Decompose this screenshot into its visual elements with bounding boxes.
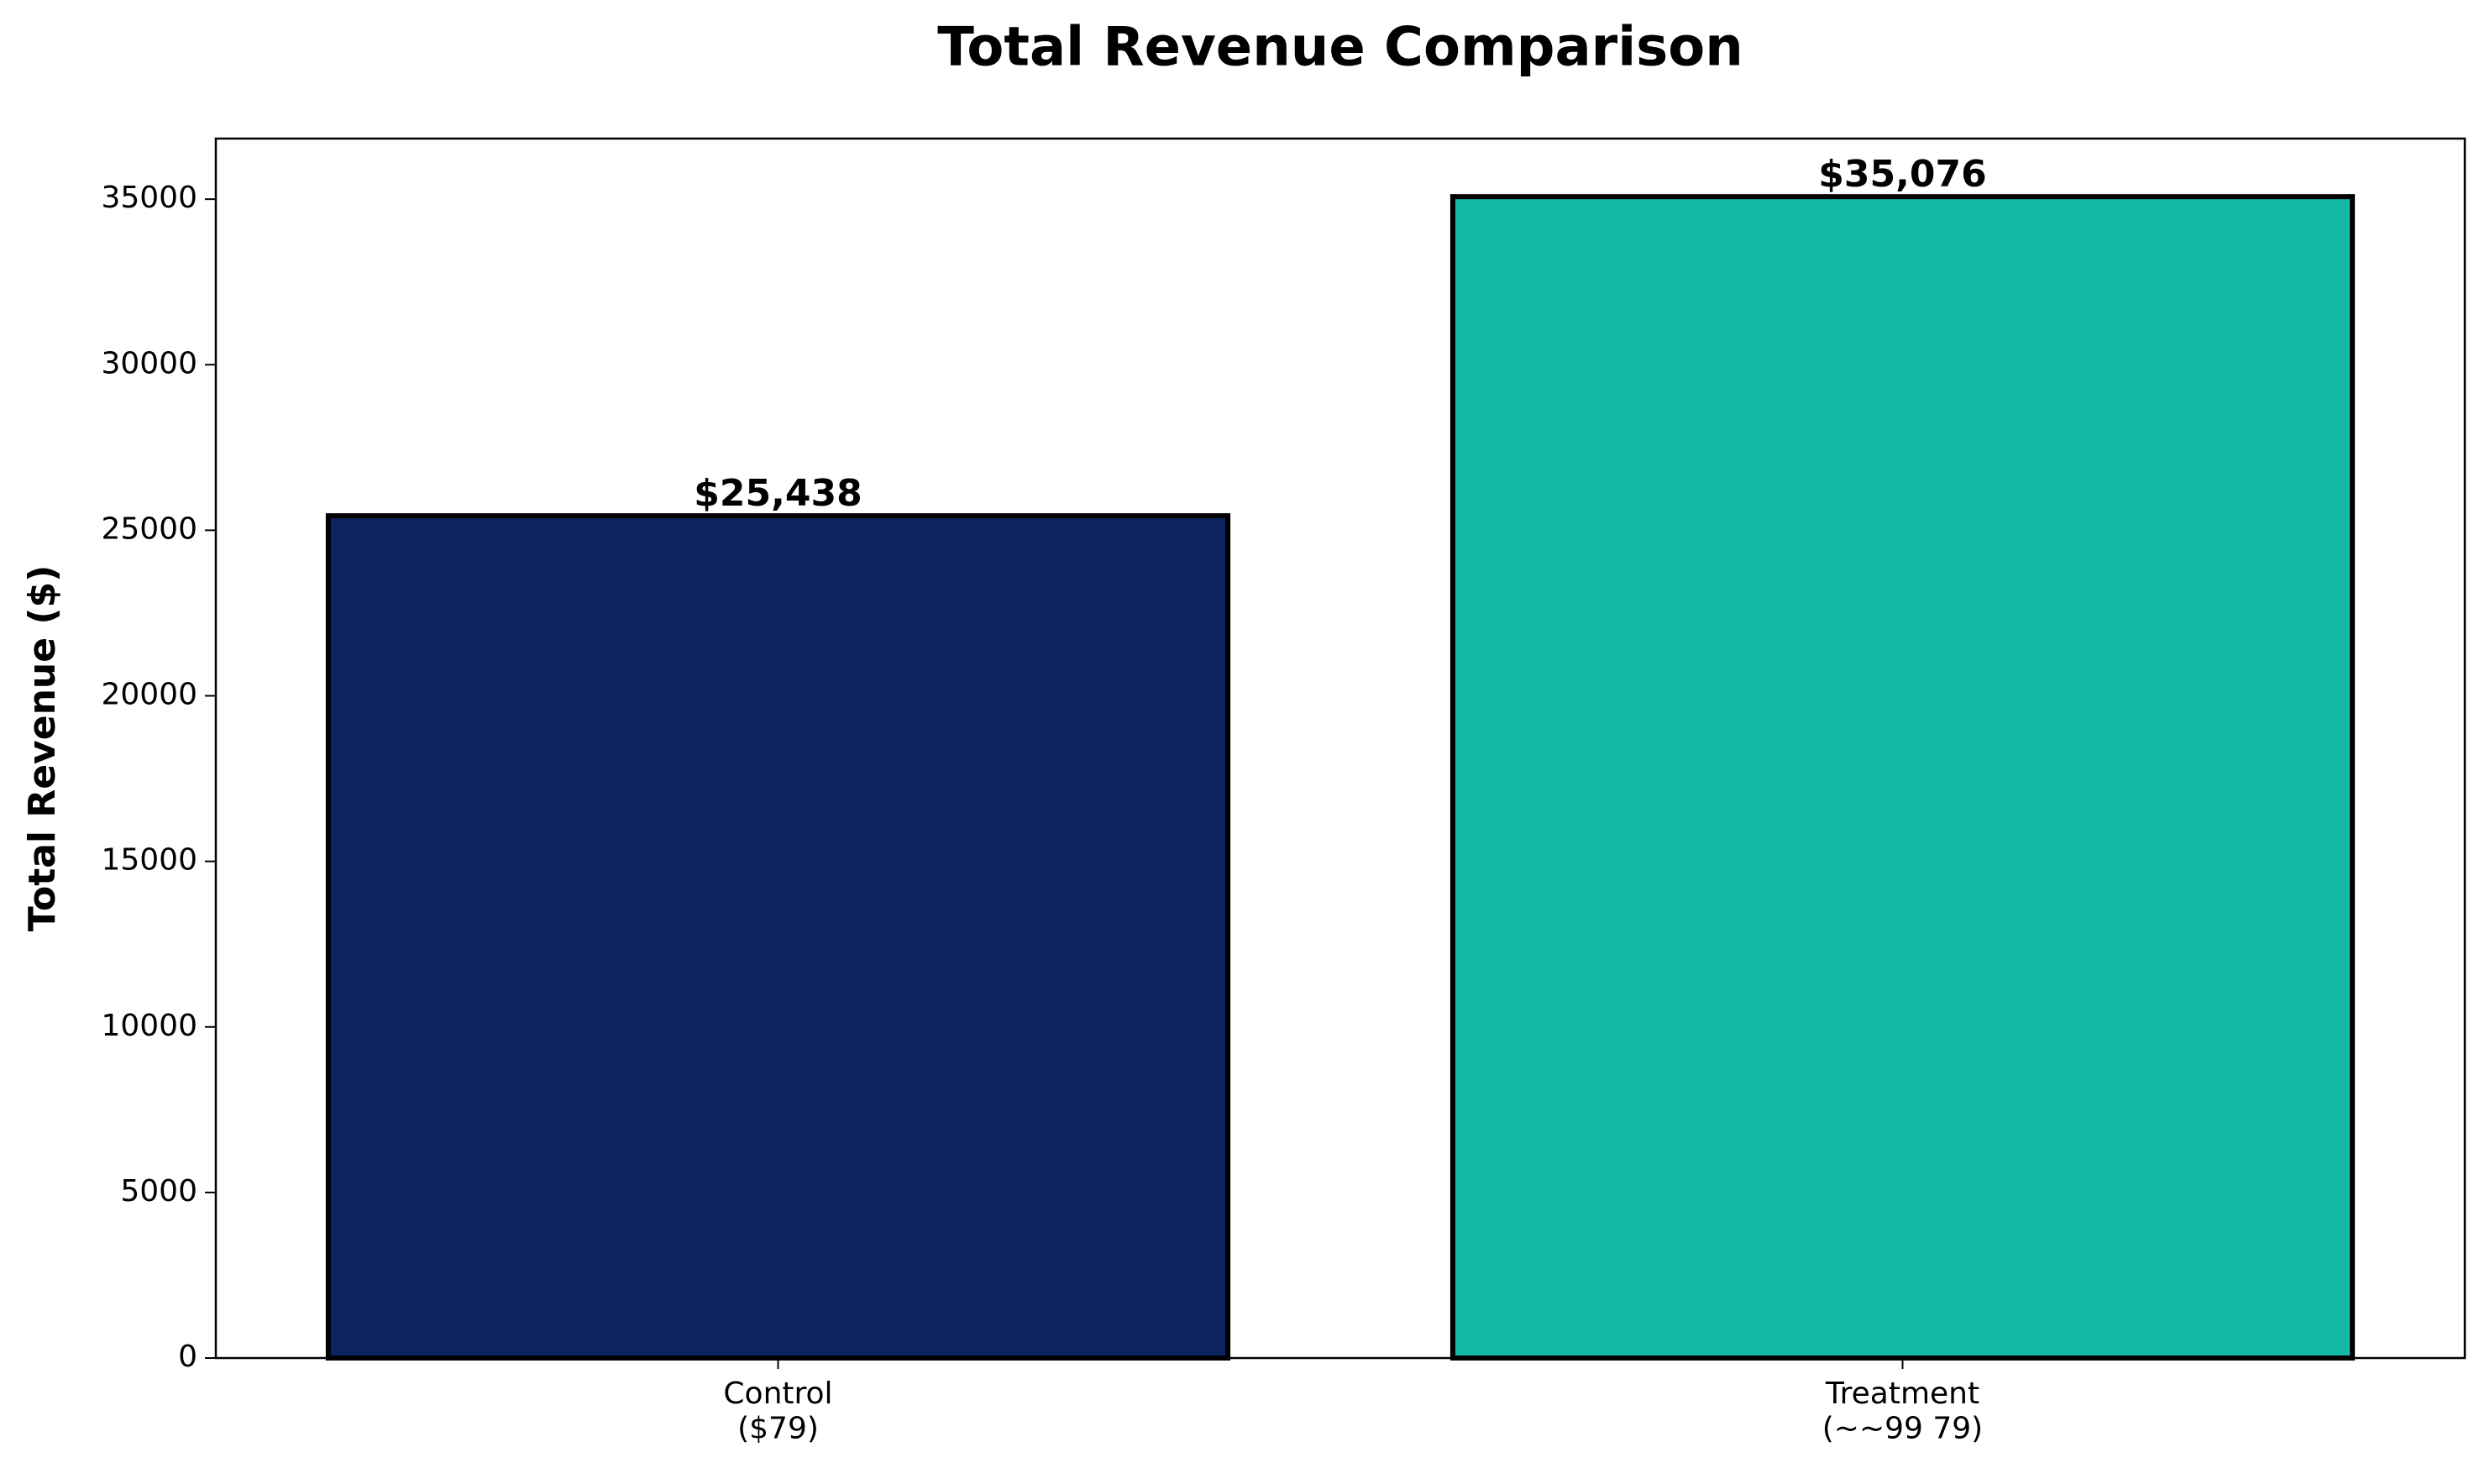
value-label: $25,438: [694, 472, 862, 515]
bar: [1449, 194, 2356, 1361]
y-tick-label: 5000: [120, 1174, 197, 1209]
chart-title: Total Revenue Comparison: [937, 17, 1743, 79]
x-tick-label: Control ($79): [723, 1377, 832, 1445]
plot-frame: [214, 137, 2466, 1360]
y-tick-label: 10000: [101, 1009, 197, 1043]
y-tick-label: 20000: [101, 678, 197, 712]
y-tick-label: 35000: [101, 181, 197, 215]
y-axis-label: Total Revenue ($): [21, 565, 64, 931]
y-tick-label: 30000: [101, 346, 197, 380]
y-tick-label: 15000: [101, 843, 197, 878]
bar: [325, 513, 1231, 1361]
value-label: $35,076: [1818, 153, 1986, 196]
y-tick-label: 0: [178, 1340, 197, 1374]
y-tick-label: 25000: [101, 511, 197, 546]
x-tick-label: Treatment (~~99 79): [1822, 1377, 1983, 1445]
